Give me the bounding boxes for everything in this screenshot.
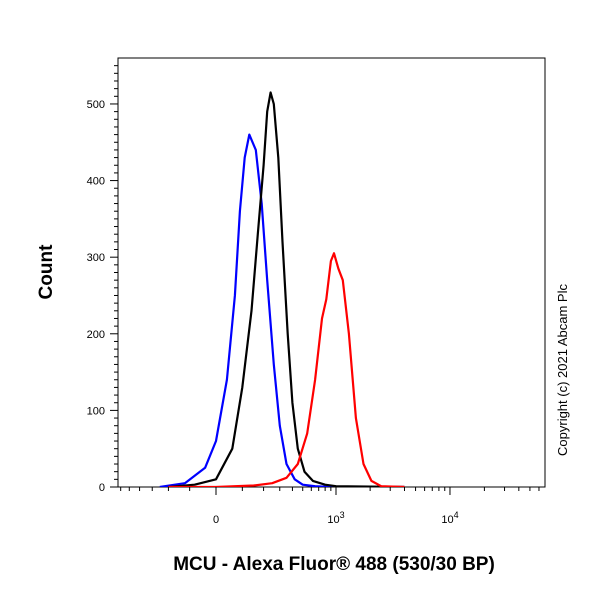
y-tick-label: 0 bbox=[99, 482, 105, 494]
series-line-2 bbox=[168, 91, 405, 487]
x-tick-label: 104 bbox=[441, 510, 458, 526]
series-layer bbox=[159, 91, 405, 487]
series-line-3 bbox=[168, 252, 405, 487]
copyright-notice: Copyright (c) 2021 Abcam Plc bbox=[555, 284, 570, 456]
series-line-1 bbox=[159, 133, 405, 487]
y-tick-label: 200 bbox=[87, 329, 105, 341]
x-tick-label: 0 bbox=[213, 514, 219, 526]
y-tick-label: 500 bbox=[87, 99, 105, 111]
y-tick-label: 300 bbox=[87, 252, 105, 264]
y-axis: 0 100 200 300 400 500 bbox=[87, 65, 118, 494]
plot-area bbox=[117, 57, 546, 488]
x-axis-title: MCU - Alexa Fluor® 488 (530/30 BP) bbox=[173, 554, 495, 575]
y-tick-label: 100 bbox=[87, 405, 105, 417]
y-tick-label: 400 bbox=[87, 176, 105, 188]
y-axis-title: Count bbox=[36, 244, 57, 300]
plot-frame bbox=[117, 57, 546, 488]
x-tick-label: 103 bbox=[327, 510, 344, 526]
x-axis: 0 103 104 bbox=[120, 487, 540, 526]
